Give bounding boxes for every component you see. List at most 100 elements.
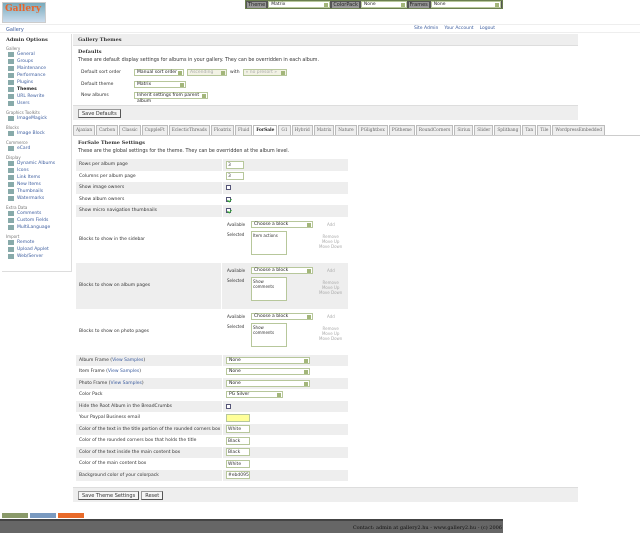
- tab-pglightbox[interactable]: PGlightbox: [357, 125, 388, 135]
- sidebar-item-ecard[interactable]: eCard: [6, 145, 67, 152]
- sidebar-item-remote[interactable]: Remote: [6, 239, 67, 246]
- sidebar-item-imagemagick[interactable]: ImageMagick: [6, 115, 67, 122]
- tab-forsale[interactable]: ForSale: [253, 125, 278, 135]
- title-box-color-input[interactable]: Black: [226, 436, 250, 445]
- sidebar-item-link-items[interactable]: Link Items: [6, 174, 67, 181]
- selected-blocks-list[interactable]: Show comments: [251, 322, 287, 347]
- selected-block-item[interactable]: Show comments: [253, 278, 275, 289]
- album-owners-checkbox[interactable]: [226, 196, 231, 202]
- move-down-button[interactable]: Move Down: [319, 289, 343, 295]
- sidebar-item-web-server[interactable]: Web/Server: [6, 253, 67, 260]
- gallery-badge[interactable]: [58, 513, 84, 518]
- sidebar-item-thumbnails[interactable]: Thumbnails: [6, 188, 67, 195]
- move-up-button[interactable]: Move Up: [321, 330, 340, 336]
- add-block-button[interactable]: Add: [327, 313, 335, 319]
- remove-block-button[interactable]: Remove: [322, 233, 339, 239]
- tab-slider[interactable]: Slider: [474, 125, 494, 135]
- item-frame-select[interactable]: None: [226, 368, 310, 376]
- hide-root-checkbox[interactable]: [226, 403, 231, 409]
- selected-block-item[interactable]: Item actions: [253, 232, 278, 238]
- choose-block-select[interactable]: Choose a block: [251, 266, 313, 274]
- tab-tan[interactable]: Tan: [522, 125, 537, 135]
- tab-siriux[interactable]: Siriux: [454, 125, 474, 135]
- site-admin-link[interactable]: Site Admin: [413, 26, 439, 31]
- sidebar-item-upload-applet[interactable]: Upload Applet: [6, 246, 67, 253]
- sidebar-item-users[interactable]: Users: [6, 100, 67, 107]
- colorpack-bg-input[interactable]: #ebd095: [226, 471, 250, 480]
- move-up-button[interactable]: Move Up: [321, 284, 340, 290]
- sidebar-item-watermarks[interactable]: Watermarks: [6, 195, 67, 202]
- sidebar-item-url-rewrite[interactable]: URL Rewrite: [6, 93, 67, 100]
- item-frame-samples-link[interactable]: View Samples: [107, 369, 140, 374]
- tab-roundcorners[interactable]: RoundCorners: [415, 125, 454, 135]
- tab-nature[interactable]: Nature: [335, 125, 357, 135]
- selected-block-item[interactable]: Show comments: [253, 324, 275, 335]
- reset-button[interactable]: Reset: [141, 491, 164, 500]
- tab-fluid[interactable]: Fluid: [234, 125, 253, 135]
- sidebar-item-dynamic-albums[interactable]: Dynamic Albums: [6, 160, 67, 167]
- sidebar-item-plugins[interactable]: Plugins: [6, 79, 67, 86]
- paypal-input[interactable]: [226, 413, 250, 422]
- sidebar-item-maintenance[interactable]: Maintenance: [6, 65, 67, 72]
- move-down-button[interactable]: Move Down: [319, 335, 343, 341]
- move-up-button[interactable]: Move Up: [321, 238, 340, 244]
- tab-classic[interactable]: Classic: [119, 125, 141, 135]
- sidebar-item-new-items[interactable]: New Items: [6, 181, 67, 188]
- add-block-button[interactable]: Add: [327, 267, 335, 273]
- theme-select[interactable]: Matrix: [268, 1, 331, 8]
- sidebar-item-multilanguage[interactable]: MultiLanguage: [6, 224, 67, 231]
- powered-by-badge[interactable]: [30, 513, 56, 518]
- rows-input[interactable]: 3: [226, 160, 244, 169]
- content-box-color-input[interactable]: White: [226, 459, 250, 468]
- album-frame-select[interactable]: None: [226, 356, 310, 364]
- micro-nav-checkbox[interactable]: [226, 208, 231, 214]
- tab-g1[interactable]: G1: [278, 125, 291, 135]
- sidebar-item-groups[interactable]: Groups: [6, 58, 67, 65]
- remove-block-button[interactable]: Remove: [322, 325, 339, 331]
- tab-tile[interactable]: Tile: [537, 125, 552, 135]
- sidebar-item-icons[interactable]: Icons: [6, 167, 67, 174]
- tab-matrix[interactable]: Matrix: [313, 125, 335, 135]
- tab-splitbang[interactable]: Splitbang: [494, 125, 522, 135]
- remove-block-button[interactable]: Remove: [322, 279, 339, 285]
- tab-wordpressembedded[interactable]: WordpressEmbedded: [552, 125, 605, 135]
- save-defaults-button[interactable]: Save Defaults: [78, 108, 121, 118]
- sort-direction-select[interactable]: Ascending: [187, 69, 227, 77]
- sidebar-item-performance[interactable]: Performance: [6, 72, 67, 79]
- tab-ajaxian[interactable]: Ajaxian: [73, 125, 96, 135]
- logout-link[interactable]: Logout: [479, 26, 495, 31]
- tab-pgtheme[interactable]: PGtheme: [388, 125, 415, 135]
- tab-eclecticthreads[interactable]: EclecticThreads: [168, 125, 210, 135]
- default-theme-select[interactable]: Matrix: [134, 80, 186, 88]
- content-text-color-input[interactable]: Black: [226, 448, 250, 457]
- validation-badge[interactable]: [2, 513, 28, 518]
- sidebar-item-image-block[interactable]: Image Block: [6, 130, 67, 137]
- breadcrumb-gallery[interactable]: Gallery: [6, 27, 24, 33]
- sidebar-item-general[interactable]: General: [6, 51, 67, 58]
- sort-order-select[interactable]: Manual sort order: [134, 69, 184, 77]
- sidebar-item-themes[interactable]: Themes: [6, 86, 67, 93]
- color-pack-select[interactable]: PG Silver: [226, 391, 283, 399]
- choose-block-select[interactable]: Choose a block: [251, 312, 313, 320]
- tab-floatrix[interactable]: Floatrix: [210, 125, 234, 135]
- tab-cuppleft[interactable]: CuppleFt: [141, 125, 168, 135]
- image-owners-checkbox[interactable]: [226, 185, 231, 191]
- presort-select[interactable]: « no presort »: [242, 69, 287, 77]
- sidebar-item-comments[interactable]: Comments: [6, 210, 67, 217]
- album-frame-samples-link[interactable]: View Samples: [112, 357, 144, 363]
- tab-carbon[interactable]: Carbon: [96, 125, 119, 135]
- gallery-logo[interactable]: Gallery: [2, 2, 46, 23]
- colorpack-select[interactable]: None: [360, 1, 407, 8]
- save-theme-settings-button[interactable]: Save Theme Settings: [78, 491, 140, 500]
- tab-hybrid[interactable]: Hybrid: [291, 125, 313, 135]
- selected-blocks-list[interactable]: Show comments: [251, 276, 287, 301]
- cols-input[interactable]: 3: [226, 172, 244, 181]
- title-text-color-input[interactable]: White: [226, 425, 250, 434]
- new-albums-select[interactable]: Inherit settings from parent album: [134, 92, 208, 104]
- your-account-link[interactable]: Your Account: [444, 26, 474, 31]
- selected-blocks-list[interactable]: Item actions: [251, 230, 287, 255]
- frames-select[interactable]: None: [430, 1, 501, 8]
- sidebar-item-custom-fields[interactable]: Custom Fields: [6, 217, 67, 224]
- move-down-button[interactable]: Move Down: [319, 243, 343, 249]
- photo-frame-select[interactable]: None: [226, 379, 310, 387]
